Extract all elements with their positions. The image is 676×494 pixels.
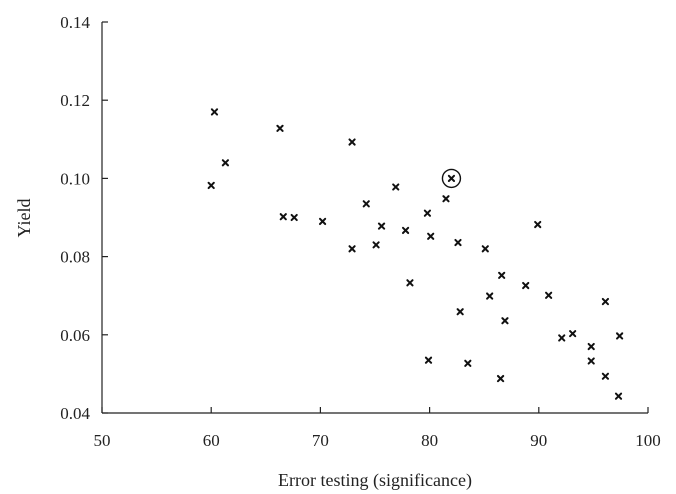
data-point (545, 291, 553, 299)
data-point (498, 271, 506, 279)
y-ticks: 0.04 0.06 0.08 0.10 0.12 0.14 (60, 13, 108, 423)
data-point (423, 209, 432, 217)
data-point (362, 200, 370, 208)
x-tick-label: 100 (635, 431, 661, 450)
x-tick-label: 90 (530, 431, 547, 450)
data-point (406, 279, 414, 287)
data-point (587, 342, 595, 351)
data-point (290, 213, 298, 222)
data-point (481, 245, 489, 253)
y-tick-label: 0.14 (60, 13, 90, 32)
x-tick-label: 70 (312, 431, 329, 450)
data-point (377, 222, 386, 230)
data-point (456, 308, 464, 316)
data-point (318, 217, 327, 226)
x-tick-label: 80 (421, 431, 438, 450)
data-points (207, 108, 624, 400)
data-point (442, 195, 450, 203)
x-axis-title: Error testing (significance) (278, 470, 472, 491)
data-point (372, 241, 380, 249)
y-tick-label: 0.08 (60, 248, 90, 267)
data-point (501, 317, 509, 325)
y-tick-label: 0.06 (60, 326, 90, 345)
data-point (569, 330, 577, 338)
highlight-circle (441, 168, 462, 189)
data-point (464, 359, 472, 367)
y-tick-label: 0.12 (60, 91, 90, 110)
y-tick-label: 0.10 (60, 169, 90, 188)
x-tick-label: 60 (203, 431, 220, 450)
data-point (616, 332, 624, 340)
data-point (601, 297, 610, 306)
data-point (558, 334, 566, 342)
x-tick-label: 50 (94, 431, 111, 450)
data-point (496, 374, 505, 383)
data-point (486, 292, 494, 300)
data-point (522, 281, 530, 290)
data-point (587, 357, 595, 365)
data-point (427, 232, 435, 240)
x-ticks: 50 60 70 80 90 100 (94, 407, 661, 450)
data-point (207, 181, 215, 190)
data-point (279, 213, 287, 221)
y-tick-label: 0.04 (60, 404, 90, 423)
data-point (348, 245, 356, 253)
data-point (221, 159, 229, 167)
data-point (210, 108, 219, 116)
data-point (447, 174, 456, 182)
data-point (348, 138, 356, 146)
data-point (534, 220, 542, 229)
data-point (454, 238, 462, 247)
y-axis-title: Yield (14, 199, 34, 238)
data-point (392, 183, 400, 191)
data-point (424, 356, 433, 364)
data-point (401, 226, 410, 235)
data-point (601, 372, 610, 380)
data-point (614, 392, 623, 400)
data-point (276, 124, 284, 132)
